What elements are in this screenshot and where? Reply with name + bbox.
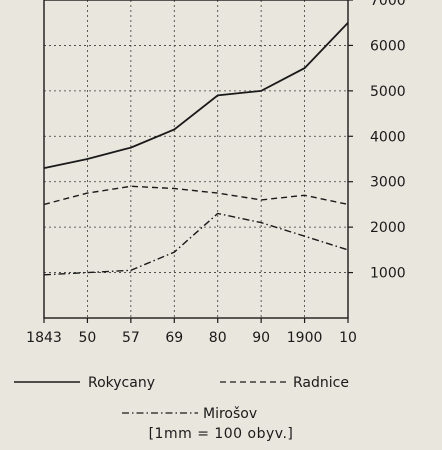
series-line-miro-ov xyxy=(43,212,349,276)
x-tick-label: 1900 xyxy=(287,330,323,346)
series-line-rokycany xyxy=(43,22,349,169)
y-tick-label: 5000 xyxy=(370,84,406,100)
legend-label-rokycany: Rokycany xyxy=(88,375,155,391)
y-tick-label: 7000 xyxy=(370,0,406,9)
legend-label-miro-ov: Mirošov xyxy=(203,406,257,422)
y-tick-label: 1000 xyxy=(370,266,406,282)
y-tick-labels: 1000 2000 3000 4000 5000 6000 7000 xyxy=(348,0,406,282)
y-tick-label: 3000 xyxy=(370,175,406,191)
grid xyxy=(44,0,348,318)
series-lines xyxy=(43,22,349,276)
x-tick-labels: 1843 50 57 69 80 90 1900 10 xyxy=(26,318,357,346)
y-tick-label: 6000 xyxy=(370,38,406,54)
y-tick-label: 4000 xyxy=(370,129,406,145)
x-tick-label: 69 xyxy=(165,330,183,346)
x-tick-label: 50 xyxy=(79,330,97,346)
x-tick-label: 80 xyxy=(209,330,227,346)
x-tick-label: 1843 xyxy=(26,330,62,346)
x-tick-label: 90 xyxy=(252,330,270,346)
scale-note: [1mm = 100 obyv.] xyxy=(148,426,294,442)
plot-frame xyxy=(43,0,349,319)
legend-label-radnice: Radnice xyxy=(293,375,349,391)
legend: Rokycany Radnice Mirošov xyxy=(14,375,349,422)
y-tick-label: 2000 xyxy=(370,220,406,236)
series-line-radnice xyxy=(43,185,349,206)
x-tick-label: 57 xyxy=(122,330,140,346)
x-tick-label: 10 xyxy=(339,330,357,346)
